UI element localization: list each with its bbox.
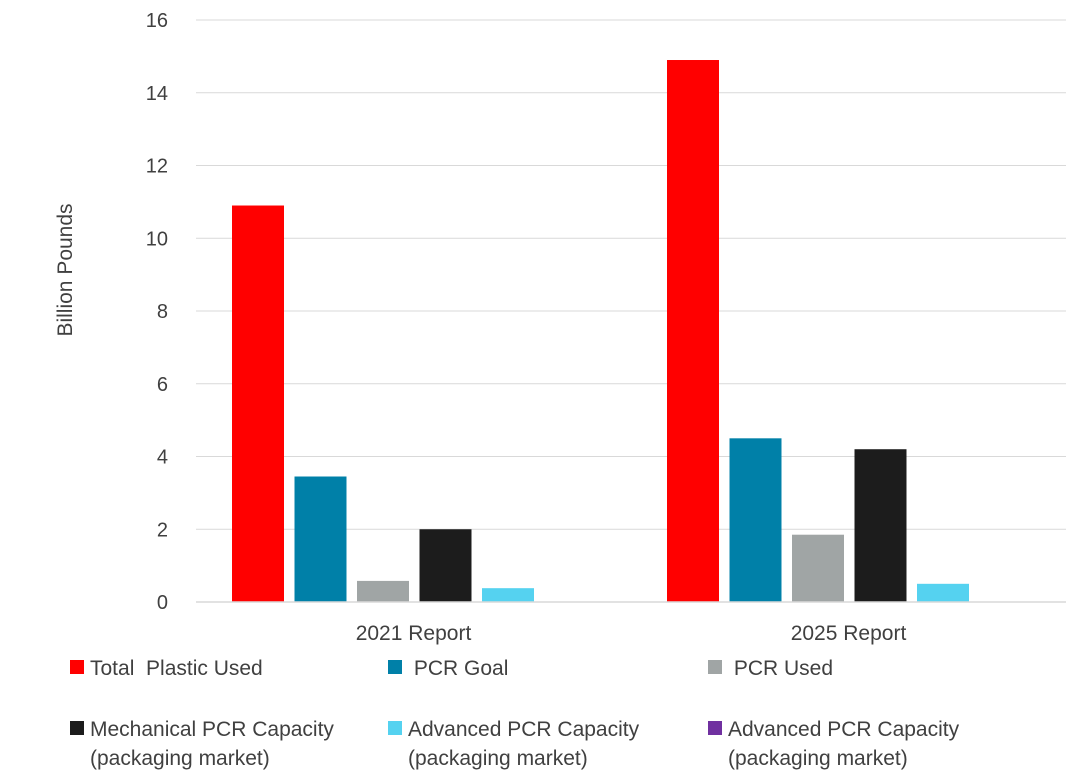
bar bbox=[854, 449, 907, 602]
legend-swatch bbox=[708, 721, 722, 735]
legend-swatch bbox=[70, 721, 84, 735]
legend-item: Total Plastic Used bbox=[70, 654, 263, 683]
y-tick-label: 8 bbox=[157, 301, 168, 323]
bars bbox=[232, 60, 969, 602]
bar bbox=[917, 583, 969, 602]
legend-swatch bbox=[70, 660, 84, 674]
bar bbox=[232, 205, 284, 602]
legend-label: Total Plastic Used bbox=[90, 657, 263, 680]
bar bbox=[729, 438, 782, 602]
legend-label: PCR Used bbox=[728, 657, 834, 680]
y-tick-label: 12 bbox=[146, 156, 168, 178]
legend-label: Advanced PCR Capacity (packaging market) bbox=[728, 718, 960, 770]
y-tick-label: 2 bbox=[157, 519, 168, 541]
legend-item: Advanced PCR Capacity (packaging market) bbox=[708, 715, 959, 773]
bar bbox=[792, 534, 844, 602]
y-tick-label: 10 bbox=[146, 228, 168, 250]
bar bbox=[294, 476, 347, 602]
legend-item: PCR Goal bbox=[388, 654, 508, 683]
legend-swatch bbox=[708, 660, 722, 674]
y-tick-label: 16 bbox=[146, 10, 168, 32]
legend-label: Mechanical PCR Capacity (packaging marke… bbox=[90, 718, 334, 770]
legend-label: Advanced PCR Capacity (packaging market) bbox=[408, 718, 640, 770]
y-axis-ticks: 0 2 4 6 8 10 12 14 16 bbox=[146, 10, 168, 614]
legend-item: Advanced PCR Capacity (packaging market) bbox=[388, 715, 639, 773]
legend-label: PCR Goal bbox=[408, 657, 509, 680]
legend-item: PCR Used bbox=[708, 654, 833, 683]
x-category-label: 2021 Report bbox=[356, 622, 472, 645]
legend-swatch bbox=[388, 721, 402, 735]
legend-swatch bbox=[388, 660, 402, 674]
bar bbox=[667, 60, 719, 602]
x-axis-categories: 2021 Report 2025 Report bbox=[356, 622, 907, 645]
y-tick-label: 4 bbox=[157, 447, 168, 469]
bar bbox=[419, 529, 472, 602]
gridlines bbox=[196, 19, 1066, 530]
y-tick-label: 6 bbox=[157, 374, 168, 396]
bar bbox=[357, 580, 409, 602]
y-tick-label: 0 bbox=[157, 592, 168, 614]
y-tick-label: 14 bbox=[146, 83, 168, 105]
y-axis-title: Billion Pounds bbox=[54, 203, 77, 336]
x-category-label: 2025 Report bbox=[791, 622, 907, 645]
bar bbox=[482, 588, 534, 602]
legend-item: Mechanical PCR Capacity (packaging marke… bbox=[70, 715, 334, 773]
